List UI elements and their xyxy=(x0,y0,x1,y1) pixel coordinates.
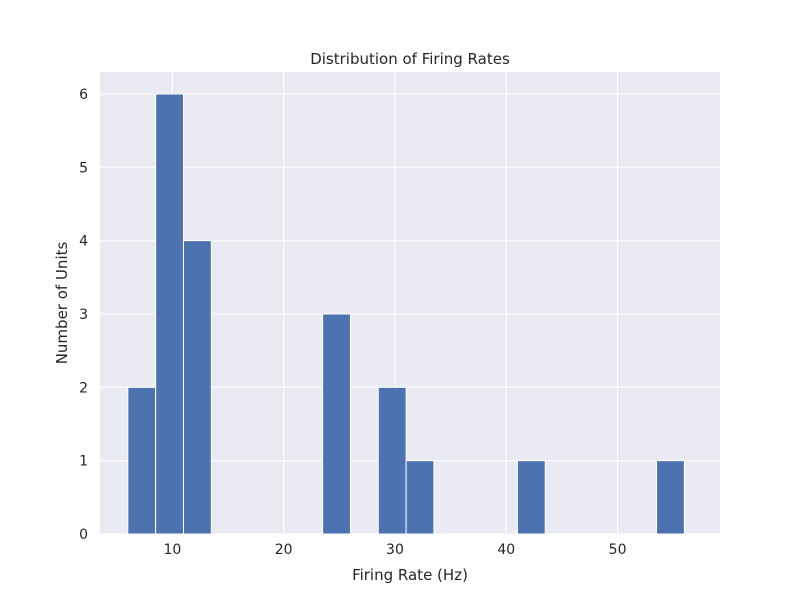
y-tick-label: 2 xyxy=(79,380,88,396)
y-tick-labels: 0 1 2 3 4 5 6 xyxy=(79,87,88,543)
histogram-bar xyxy=(155,93,184,535)
histogram-bar xyxy=(656,460,685,535)
x-axis-label: Firing Rate (Hz) xyxy=(352,566,468,584)
y-tick-label: 1 xyxy=(79,454,88,470)
x-tick-label: 50 xyxy=(609,542,627,558)
x-tick-label: 30 xyxy=(386,542,404,558)
y-tick-label: 0 xyxy=(79,527,88,543)
histogram-bar xyxy=(127,386,157,535)
histogram-bar xyxy=(405,460,435,535)
bars xyxy=(127,93,685,535)
y-axis-label: Number of Units xyxy=(53,242,71,365)
histogram-bar xyxy=(322,313,351,535)
y-tick-label: 5 xyxy=(79,160,88,176)
histogram-bar xyxy=(182,240,212,535)
x-tick-label: 10 xyxy=(163,542,181,558)
x-tick-label: 40 xyxy=(497,542,515,558)
histogram-bar xyxy=(516,460,546,535)
y-tick-label: 4 xyxy=(79,234,88,250)
x-tick-labels: 10 20 30 40 50 xyxy=(163,542,626,558)
x-tick-label: 20 xyxy=(275,542,293,558)
histogram-bar xyxy=(377,386,407,535)
y-tick-label: 3 xyxy=(79,307,88,323)
chart-title: Distribution of Firing Rates xyxy=(310,50,510,68)
y-tick-label: 6 xyxy=(79,87,88,103)
